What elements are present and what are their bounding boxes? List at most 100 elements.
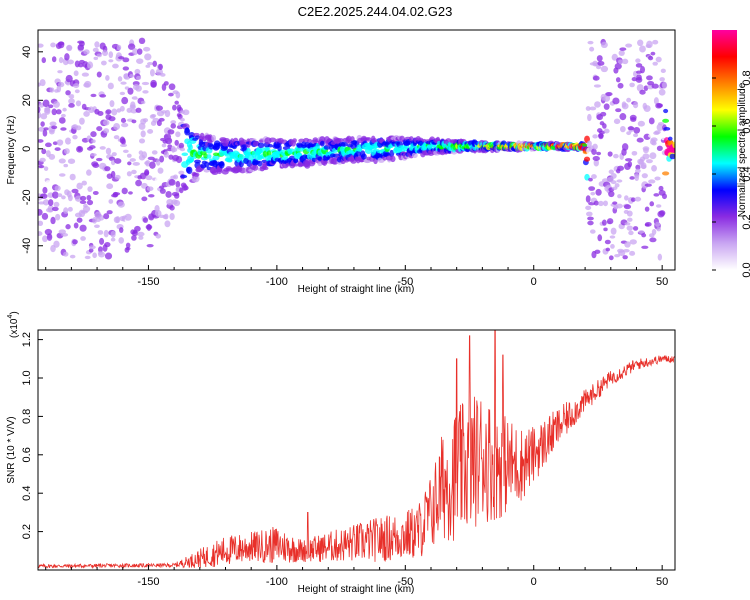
snr-x-ticks: -150 -100 -50 0 50 — [45, 565, 668, 588]
spectrogram-cell — [292, 138, 297, 143]
snr-y-tick-label: 0.4 — [21, 486, 33, 501]
spectrogram-cell — [168, 83, 176, 91]
spectrogram-cell — [38, 208, 43, 216]
spectrogram-cell — [175, 91, 181, 99]
spectrogram-cell — [72, 239, 78, 245]
spectrogram-cell — [58, 173, 66, 177]
spectrogram-cell — [113, 135, 120, 140]
spectrogram-cell — [635, 63, 643, 68]
spectrogram-cell — [641, 173, 648, 179]
spectrogram-cell — [158, 63, 163, 71]
spectrogram-cell — [605, 92, 613, 97]
spectrogram-cell — [651, 165, 657, 172]
spectrogram-cell — [624, 195, 629, 201]
spectrogram-cell — [94, 41, 100, 48]
spectrogram-cell — [99, 237, 105, 245]
spectrogram-cell — [620, 74, 626, 80]
spectrogram-cell — [175, 131, 181, 138]
spectrogram-cell — [41, 212, 49, 220]
spectrogram-cell — [389, 149, 395, 158]
spectrogram-cell — [169, 212, 175, 221]
spectrogram-cell — [587, 216, 594, 221]
spectrogram-cell — [114, 174, 121, 180]
spectrogram-cell — [131, 169, 137, 175]
spectrogram-cell — [622, 58, 629, 65]
colorbar-label: Normalized spectral amplitude — [737, 82, 748, 217]
spectrogram-cell — [53, 201, 60, 208]
spectrogram-cell — [102, 50, 109, 57]
spectrogram-cell — [355, 150, 362, 157]
spectrogram-cell — [615, 203, 623, 209]
spectrogram-cell — [145, 64, 151, 68]
spectrogram-cell — [596, 65, 602, 70]
snr-y-tick-label: 1.0 — [21, 370, 33, 385]
spectrogram-cell — [136, 92, 143, 100]
spectrogram-cell — [111, 152, 117, 157]
spectrogram-cell — [121, 122, 129, 128]
spectrogram-cell — [67, 158, 76, 164]
spectrogram-cell — [128, 191, 133, 195]
spectrogram-cell — [135, 75, 142, 81]
spectrogram-cell — [180, 117, 185, 122]
spectrogram-cell — [591, 174, 597, 179]
spectrogram-cell — [63, 163, 69, 168]
spectrogram-cell — [158, 117, 165, 122]
spectrogram-cell — [174, 139, 179, 146]
spectrogram-cell — [238, 167, 247, 174]
spectrogram-cell — [182, 109, 190, 116]
spectrogram-cell — [624, 222, 631, 226]
spectrogram-cell — [76, 217, 83, 223]
spectrogram-panel: -150 -100 -50 0 50 -40 -20 0 20 40 Height of str… — [6, 29, 676, 295]
snr-y-tick-label: 0.8 — [21, 409, 33, 424]
spectrogram-cell — [75, 100, 82, 107]
spectrogram-cell — [610, 122, 615, 126]
spectrogram-cell — [88, 245, 96, 250]
spectrogram-cell — [73, 70, 79, 77]
snr-x-tick-label: -50 — [397, 576, 413, 588]
spectrogram-cell — [634, 196, 642, 202]
spectrogram-cell — [62, 107, 67, 112]
spectrogram-cell — [81, 180, 87, 186]
spectrogram-cell — [38, 220, 44, 227]
spectrogram-cell — [38, 106, 41, 114]
spectrogram-cell — [178, 170, 185, 175]
spectrogram-cell — [166, 198, 174, 206]
spectrogram-cell — [591, 148, 597, 156]
spectrogram-cell — [629, 239, 637, 245]
spectrogram-x-tick-label: -50 — [397, 276, 413, 288]
spectrogram-cell — [636, 84, 644, 92]
spectrogram-cell — [131, 231, 139, 236]
spectrogram-cell — [211, 134, 217, 142]
spectrogram-cell — [108, 199, 114, 204]
spectrogram-cell — [608, 169, 614, 175]
spectrogram-cell — [159, 188, 166, 194]
spectrogram-cell — [598, 133, 604, 140]
spectrogram-cell — [605, 247, 611, 252]
spectrogram-cell — [610, 180, 617, 185]
spectrogram-cell — [98, 215, 105, 221]
spectrogram-cell — [152, 60, 158, 67]
spectrogram-cell — [598, 130, 606, 135]
spectrogram-cell — [56, 139, 64, 146]
spectrogram-cell — [122, 149, 129, 153]
snr-y-label: SNR (10 * V/V) — [6, 416, 17, 483]
spectrogram-cell — [620, 125, 626, 133]
spectrogram-cell — [612, 201, 618, 205]
spectrogram-cell — [142, 217, 149, 223]
spectrogram-cell — [617, 82, 624, 89]
spectrogram-cell — [178, 142, 185, 149]
spectrogram-cell — [317, 156, 323, 162]
spectrogram-cell — [127, 87, 134, 95]
spectrogram-cell — [633, 133, 639, 138]
spectrogram-cell — [257, 142, 265, 149]
spectrogram-cell — [96, 157, 103, 162]
spectrogram-cell — [147, 61, 154, 66]
spectrogram-cell — [585, 205, 592, 211]
spectrogram-cell — [169, 205, 175, 211]
spectrogram-cell — [174, 100, 179, 105]
spectrogram-cell — [655, 204, 662, 208]
spectrogram-cell — [650, 51, 656, 56]
spectrogram-cell — [40, 193, 48, 199]
spectrogram-cell — [610, 172, 617, 179]
